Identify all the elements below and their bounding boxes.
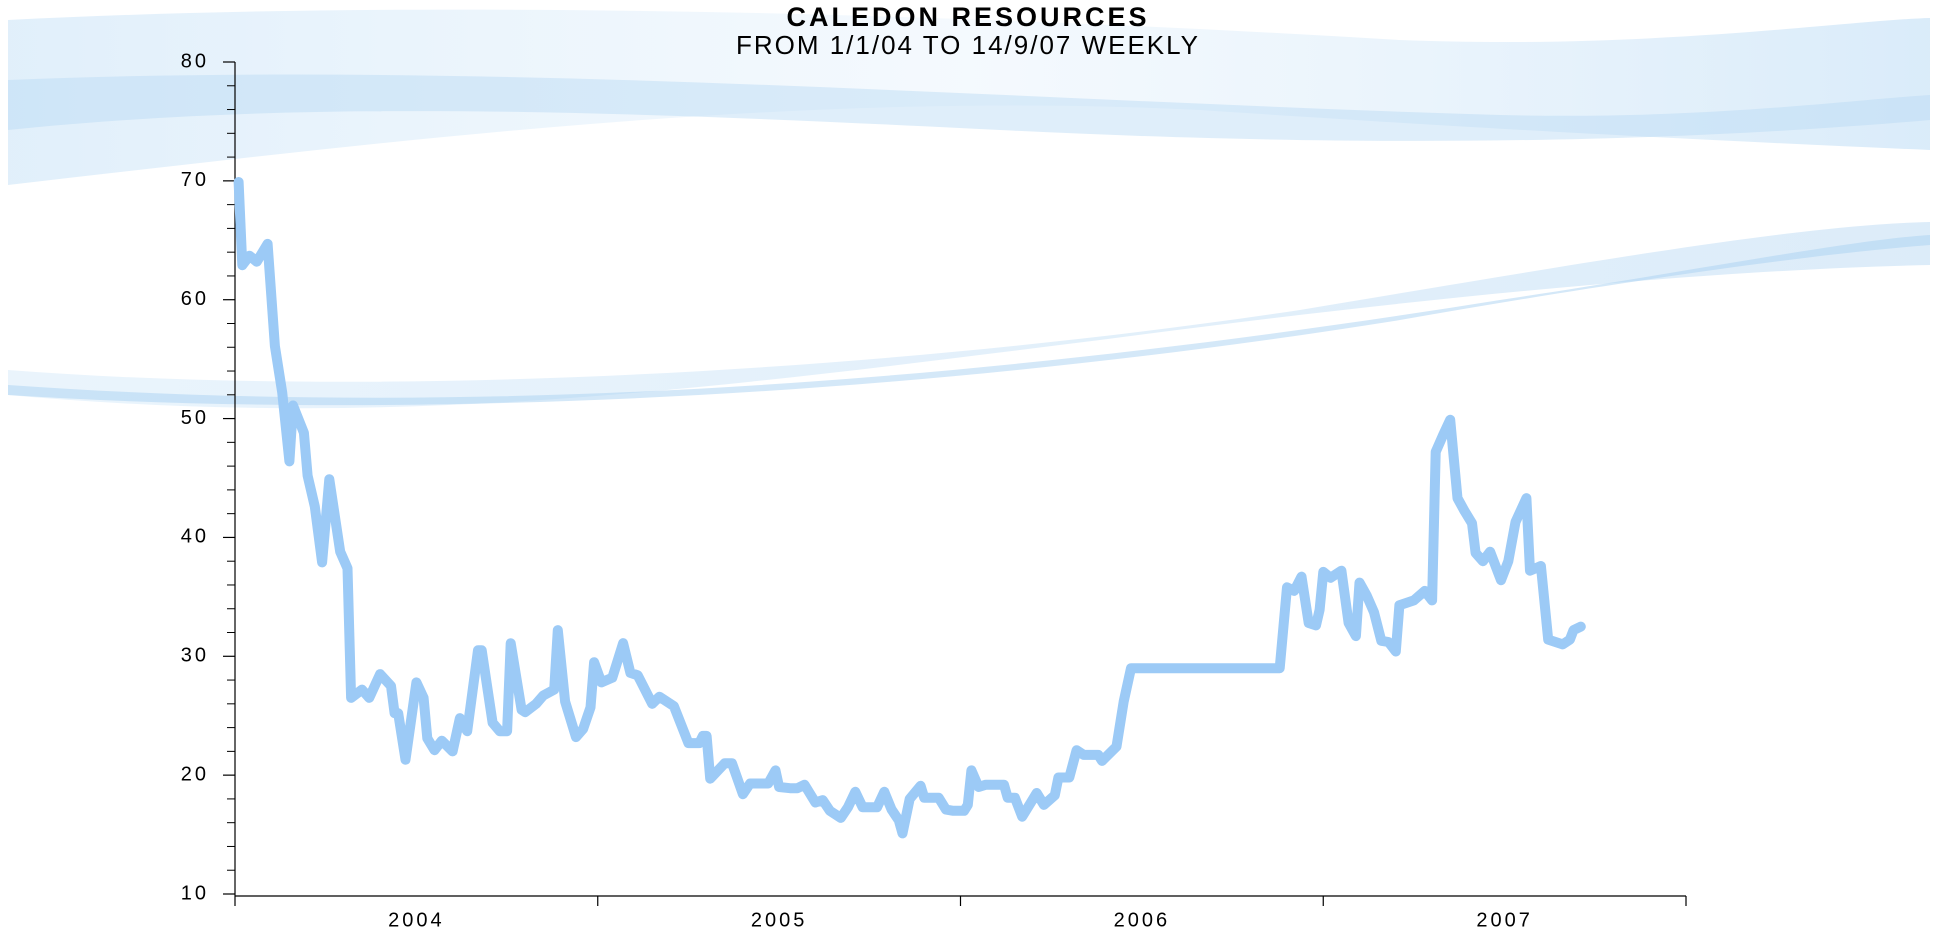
y-tick-label: 80 (181, 50, 209, 72)
background-waves (8, 10, 1930, 409)
price-line (239, 182, 1581, 833)
x-tick-label: 2004 (388, 909, 445, 931)
chart-title: CALEDON RESOURCES (786, 2, 1149, 32)
page: CALEDON RESOURCES FROM 1/1/04 TO 14/9/07… (0, 0, 1937, 935)
x-tick-label: 2006 (1114, 909, 1171, 931)
y-tick-label: 30 (181, 645, 209, 667)
y-tick-label: 10 (181, 882, 209, 904)
x-tick-label: 2007 (1476, 909, 1533, 931)
y-tick-label: 50 (181, 407, 209, 429)
y-tick-label: 70 (181, 169, 209, 191)
y-tick-label: 60 (181, 288, 209, 310)
y-tick-label: 20 (181, 763, 209, 785)
y-tick-label: 40 (181, 526, 209, 548)
x-tick-label: 2005 (751, 909, 808, 931)
chart: CALEDON RESOURCES FROM 1/1/04 TO 14/9/07… (0, 0, 1937, 935)
chart-subtitle: FROM 1/1/04 TO 14/9/07 WEEKLY (736, 30, 1200, 60)
